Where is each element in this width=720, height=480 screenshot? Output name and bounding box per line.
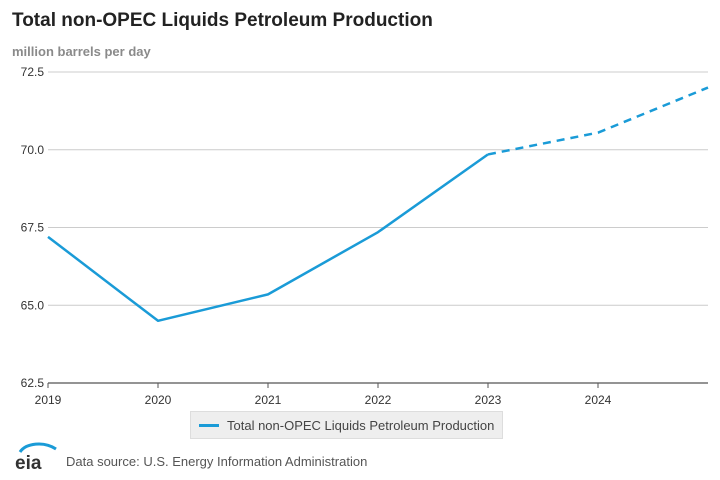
legend-label: Total non-OPEC Liquids Petroleum Product…: [227, 417, 495, 433]
x-tick-label: 2023: [475, 393, 502, 407]
x-tick-label: 2024: [585, 393, 612, 407]
series-line-forecast: [487, 86, 709, 156]
grid-lines: [48, 71, 708, 384]
legend-swatch: [199, 423, 219, 427]
y-tick-label: 62.5: [21, 376, 45, 390]
y-tick-label: 65.0: [21, 298, 45, 312]
y-axis-ticks: 72.5 70.0 67.5 65.0 62.5: [21, 65, 45, 390]
series-line-historical: [47, 153, 489, 323]
data-source: Data source: U.S. Energy Information Adm…: [66, 454, 368, 469]
chart-title: Total non-OPEC Liquids Petroleum Product…: [12, 10, 433, 31]
x-tick-label: 2022: [365, 393, 392, 407]
legend: Total non-OPEC Liquids Petroleum Product…: [190, 411, 504, 439]
series-lines: [47, 86, 709, 323]
x-tick-label: 2019: [35, 393, 62, 407]
x-axis-ticks: 2019 2020 2021 2022 2023 2024: [35, 383, 612, 407]
eia-logo-icon: eia: [15, 442, 57, 472]
y-tick-label: 70.0: [21, 143, 45, 157]
x-tick-label: 2020: [145, 393, 172, 407]
y-tick-label: 72.5: [21, 65, 45, 79]
x-tick-label: 2021: [255, 393, 282, 407]
y-tick-label: 67.5: [21, 221, 45, 235]
y-axis-unit-label: million barrels per day: [12, 44, 151, 59]
logo-text: eia: [15, 453, 42, 472]
